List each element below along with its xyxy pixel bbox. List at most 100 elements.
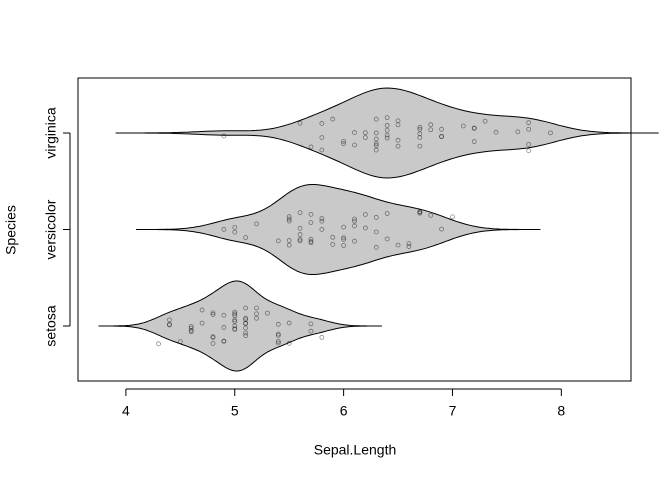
point: [286, 320, 292, 326]
point: [526, 148, 532, 154]
point: [330, 234, 336, 240]
point: [308, 211, 314, 217]
x-tick-label: 7: [449, 403, 457, 419]
point: [275, 338, 281, 344]
point: [210, 334, 216, 340]
point: [210, 341, 216, 346]
point: [254, 311, 259, 317]
point: [341, 243, 347, 248]
point: [439, 226, 444, 232]
point: [286, 216, 292, 222]
point: [199, 307, 205, 313]
point: [319, 121, 325, 126]
x-tick-label: 6: [340, 403, 348, 419]
point: [232, 311, 238, 317]
point: [232, 224, 238, 230]
point: [319, 135, 325, 140]
point: [417, 124, 423, 130]
point: [232, 229, 238, 235]
point: [167, 321, 172, 327]
point: [286, 242, 292, 248]
point: [362, 212, 368, 217]
point: [417, 210, 423, 216]
point: [471, 125, 477, 131]
point: [417, 135, 423, 140]
point: [221, 133, 227, 139]
point: [188, 328, 194, 333]
violin: [98, 280, 382, 372]
point: [275, 340, 281, 346]
y-tick-label: versicolor: [43, 199, 59, 259]
point: [254, 315, 259, 321]
point: [275, 238, 281, 244]
point: [243, 317, 249, 323]
point: [384, 211, 390, 216]
point: [341, 236, 347, 242]
point: [352, 142, 357, 148]
plot-box: [77, 77, 632, 382]
point: [471, 125, 477, 131]
point: [526, 120, 532, 126]
point: [384, 127, 390, 133]
point: [232, 326, 238, 332]
point: [232, 319, 238, 324]
point: [352, 216, 357, 222]
x-tick-label: 4: [122, 403, 130, 419]
point: [515, 129, 521, 135]
point: [188, 324, 194, 329]
point: [373, 215, 379, 220]
point: [177, 339, 183, 345]
x-axis-label: Sepal.Length: [314, 442, 397, 458]
point: [308, 239, 314, 244]
point: [439, 133, 444, 139]
point: [210, 312, 216, 317]
point: [319, 227, 325, 232]
point: [373, 141, 379, 146]
point: [341, 138, 347, 144]
point: [308, 321, 314, 327]
point: [308, 236, 314, 242]
point: [395, 122, 401, 128]
point: [275, 331, 281, 337]
point: [221, 338, 227, 344]
point: [221, 338, 227, 344]
point: [286, 238, 292, 243]
point: [254, 305, 259, 311]
point: [297, 232, 303, 237]
point: [297, 225, 303, 231]
point: [373, 116, 379, 122]
point: [297, 210, 303, 216]
point: [221, 312, 227, 318]
point: [406, 241, 412, 247]
point: [395, 137, 401, 143]
point: [395, 118, 401, 124]
point: [395, 143, 401, 149]
point: [373, 143, 379, 148]
point: [352, 238, 357, 244]
point: [417, 131, 423, 137]
point: [319, 147, 325, 153]
point: [460, 123, 466, 129]
point: [188, 329, 194, 335]
point: [548, 130, 553, 136]
point: [297, 238, 303, 244]
point: [362, 130, 368, 136]
point: [308, 240, 314, 246]
point: [221, 227, 227, 232]
point: [330, 116, 336, 122]
point: [243, 321, 249, 327]
point: [243, 315, 249, 321]
point: [406, 244, 412, 249]
point: [297, 120, 303, 126]
point: [417, 209, 423, 215]
point: [156, 341, 161, 347]
point: [319, 218, 325, 224]
point: [373, 147, 379, 153]
point: [210, 310, 216, 316]
point: [286, 340, 292, 346]
point: [384, 132, 390, 138]
point: [330, 242, 336, 247]
point: [221, 325, 227, 330]
point: [275, 321, 281, 327]
